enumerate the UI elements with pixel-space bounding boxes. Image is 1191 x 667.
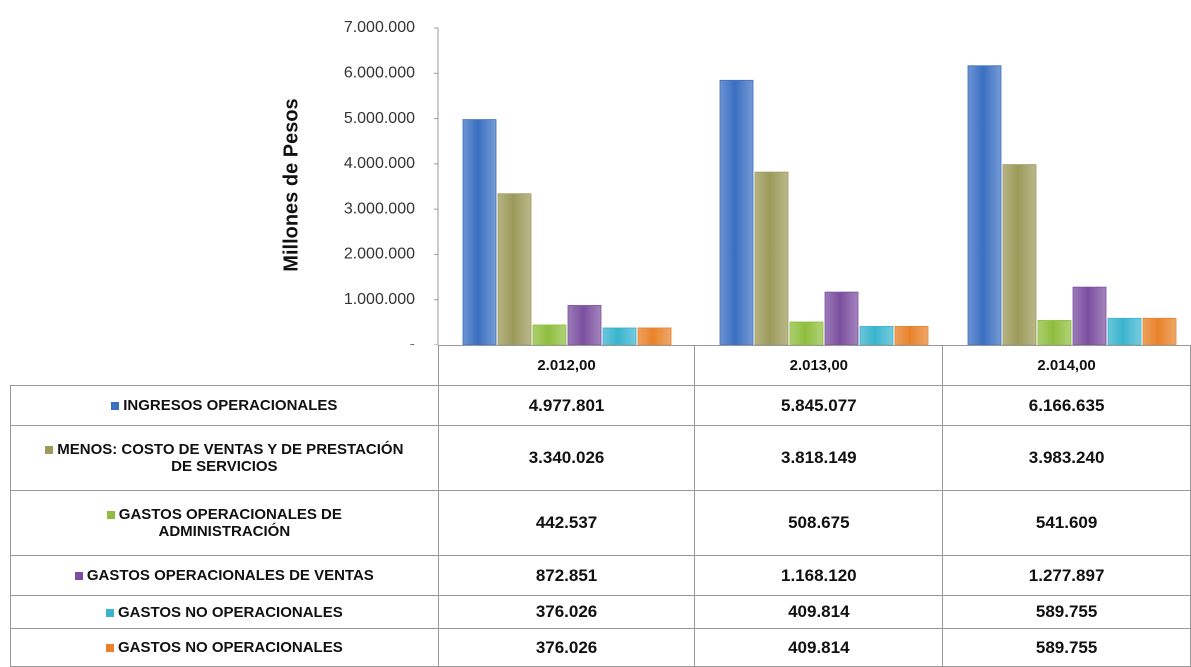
legend-label: GASTOS OPERACIONALES DE VENTAS: [86, 567, 374, 584]
bar: [1142, 317, 1177, 345]
series-row: INGRESOS OPERACIONALES 4.977.801 5.845.077…: [10, 385, 1191, 426]
legend-label: INGRESOS OPERACIONALES: [123, 397, 338, 414]
series-row: GASTOS NO OPERACIONALES 376.026 409.814 589…: [10, 628, 1191, 667]
value-cell: 4.977.801: [437, 385, 696, 426]
legend-swatch: [45, 446, 54, 455]
value-cell: 508.675: [694, 490, 944, 556]
bar: [567, 305, 602, 345]
category-label: 2.012,00: [437, 345, 696, 386]
bar: [1002, 164, 1037, 345]
legend-cell: MENOS: COSTO DE VENTAS Y DE PRESTACIÓN D…: [10, 425, 439, 491]
y-tick-label: 6.000.000: [344, 65, 415, 82]
series-row: MENOS: COSTO DE VENTAS Y DE PRESTACIÓN D…: [10, 425, 1191, 491]
bar: [789, 321, 824, 345]
legend-swatch: [74, 572, 83, 581]
bar: [719, 79, 754, 345]
legend-label: GASTOS NO OPERACIONALES: [117, 639, 343, 656]
category-label: 2.013,00: [694, 345, 944, 386]
y-tick-label: 1.000.000: [344, 291, 415, 308]
value-cell: 409.814: [694, 628, 944, 667]
value-cell: 409.814: [694, 595, 944, 629]
y-tick-label: 7.000.000: [344, 19, 415, 36]
value-cell: 5.845.077: [694, 385, 944, 426]
legend-cell: GASTOS OPERACIONALES DE VENTAS: [10, 555, 439, 596]
legend-cell: GASTOS NO OPERACIONALES: [10, 628, 439, 667]
value-cell: 872.851: [437, 555, 696, 596]
value-cell: 1.168.120: [694, 555, 944, 596]
value-cell: 589.755: [942, 595, 1191, 629]
value-cell: 589.755: [942, 628, 1191, 667]
legend-cell: GASTOS NO OPERACIONALES: [10, 595, 439, 629]
bar: [967, 65, 1002, 345]
value-cell: 3.983.240: [942, 425, 1191, 491]
bar: [754, 171, 789, 345]
bar: [894, 326, 929, 345]
header-row: 2.012,00 2.013,00 2.014,00: [10, 345, 1191, 386]
value-cell: 1.277.897: [942, 555, 1191, 596]
bar: [462, 119, 497, 345]
value-cell: 376.026: [437, 628, 696, 667]
bar: [859, 326, 894, 345]
y-tick-label: 5.000.000: [344, 110, 415, 127]
y-tick-label: 3.000.000: [344, 200, 415, 217]
series-row: GASTOS NO OPERACIONALES 376.026 409.814 589…: [10, 595, 1191, 629]
bar: [637, 327, 672, 345]
bar: [1072, 286, 1107, 345]
corner-cell: [10, 345, 439, 386]
bar: [824, 291, 859, 345]
y-tick-label: -: [410, 336, 415, 345]
legend-swatch: [105, 644, 114, 653]
bar: [497, 193, 532, 345]
value-cell: 3.818.149: [694, 425, 944, 491]
bar: [1107, 317, 1142, 345]
legend-cell: GASTOS OPERACIONALES DE ADMINISTRACIÓN: [10, 490, 439, 556]
legend-swatch: [106, 511, 115, 520]
value-cell: 541.609: [942, 490, 1191, 556]
y-tick-label: 2.000.000: [344, 246, 415, 263]
data-table: 2.012,00 2.013,00 2.014,00 INGRESOS OPERACI…: [10, 345, 1191, 667]
bar: [532, 324, 567, 345]
legend-swatch: [111, 402, 120, 411]
y-tick-label: 4.000.000: [344, 155, 415, 172]
y-axis-label: Millones de Pesos: [280, 98, 302, 271]
bar: [602, 327, 637, 345]
legend-swatch: [105, 608, 114, 617]
legend-label: GASTOS NO OPERACIONALES: [117, 603, 343, 621]
legend-label: MENOS: COSTO DE VENTAS Y DE PRESTACIÓN D…: [57, 441, 404, 475]
bar: [1037, 320, 1072, 345]
series-row: GASTOS OPERACIONALES DE VENTAS 872.851 1.1…: [10, 555, 1191, 596]
value-cell: 442.537: [437, 490, 696, 556]
category-label: 2.014,00: [942, 345, 1191, 386]
legend-label: GASTOS OPERACIONALES DE ADMINISTRACIÓN: [118, 506, 342, 540]
value-cell: 3.340.026: [437, 425, 696, 491]
legend-cell: INGRESOS OPERACIONALES: [10, 385, 439, 426]
series-row: GASTOS OPERACIONALES DE ADMINISTRACIÓN 44…: [10, 490, 1191, 556]
value-cell: 376.026: [437, 595, 696, 629]
value-cell: 6.166.635: [942, 385, 1191, 426]
chart: Millones de Pesos - 1.000.000 2.000.000 3.0…: [280, 19, 1177, 345]
